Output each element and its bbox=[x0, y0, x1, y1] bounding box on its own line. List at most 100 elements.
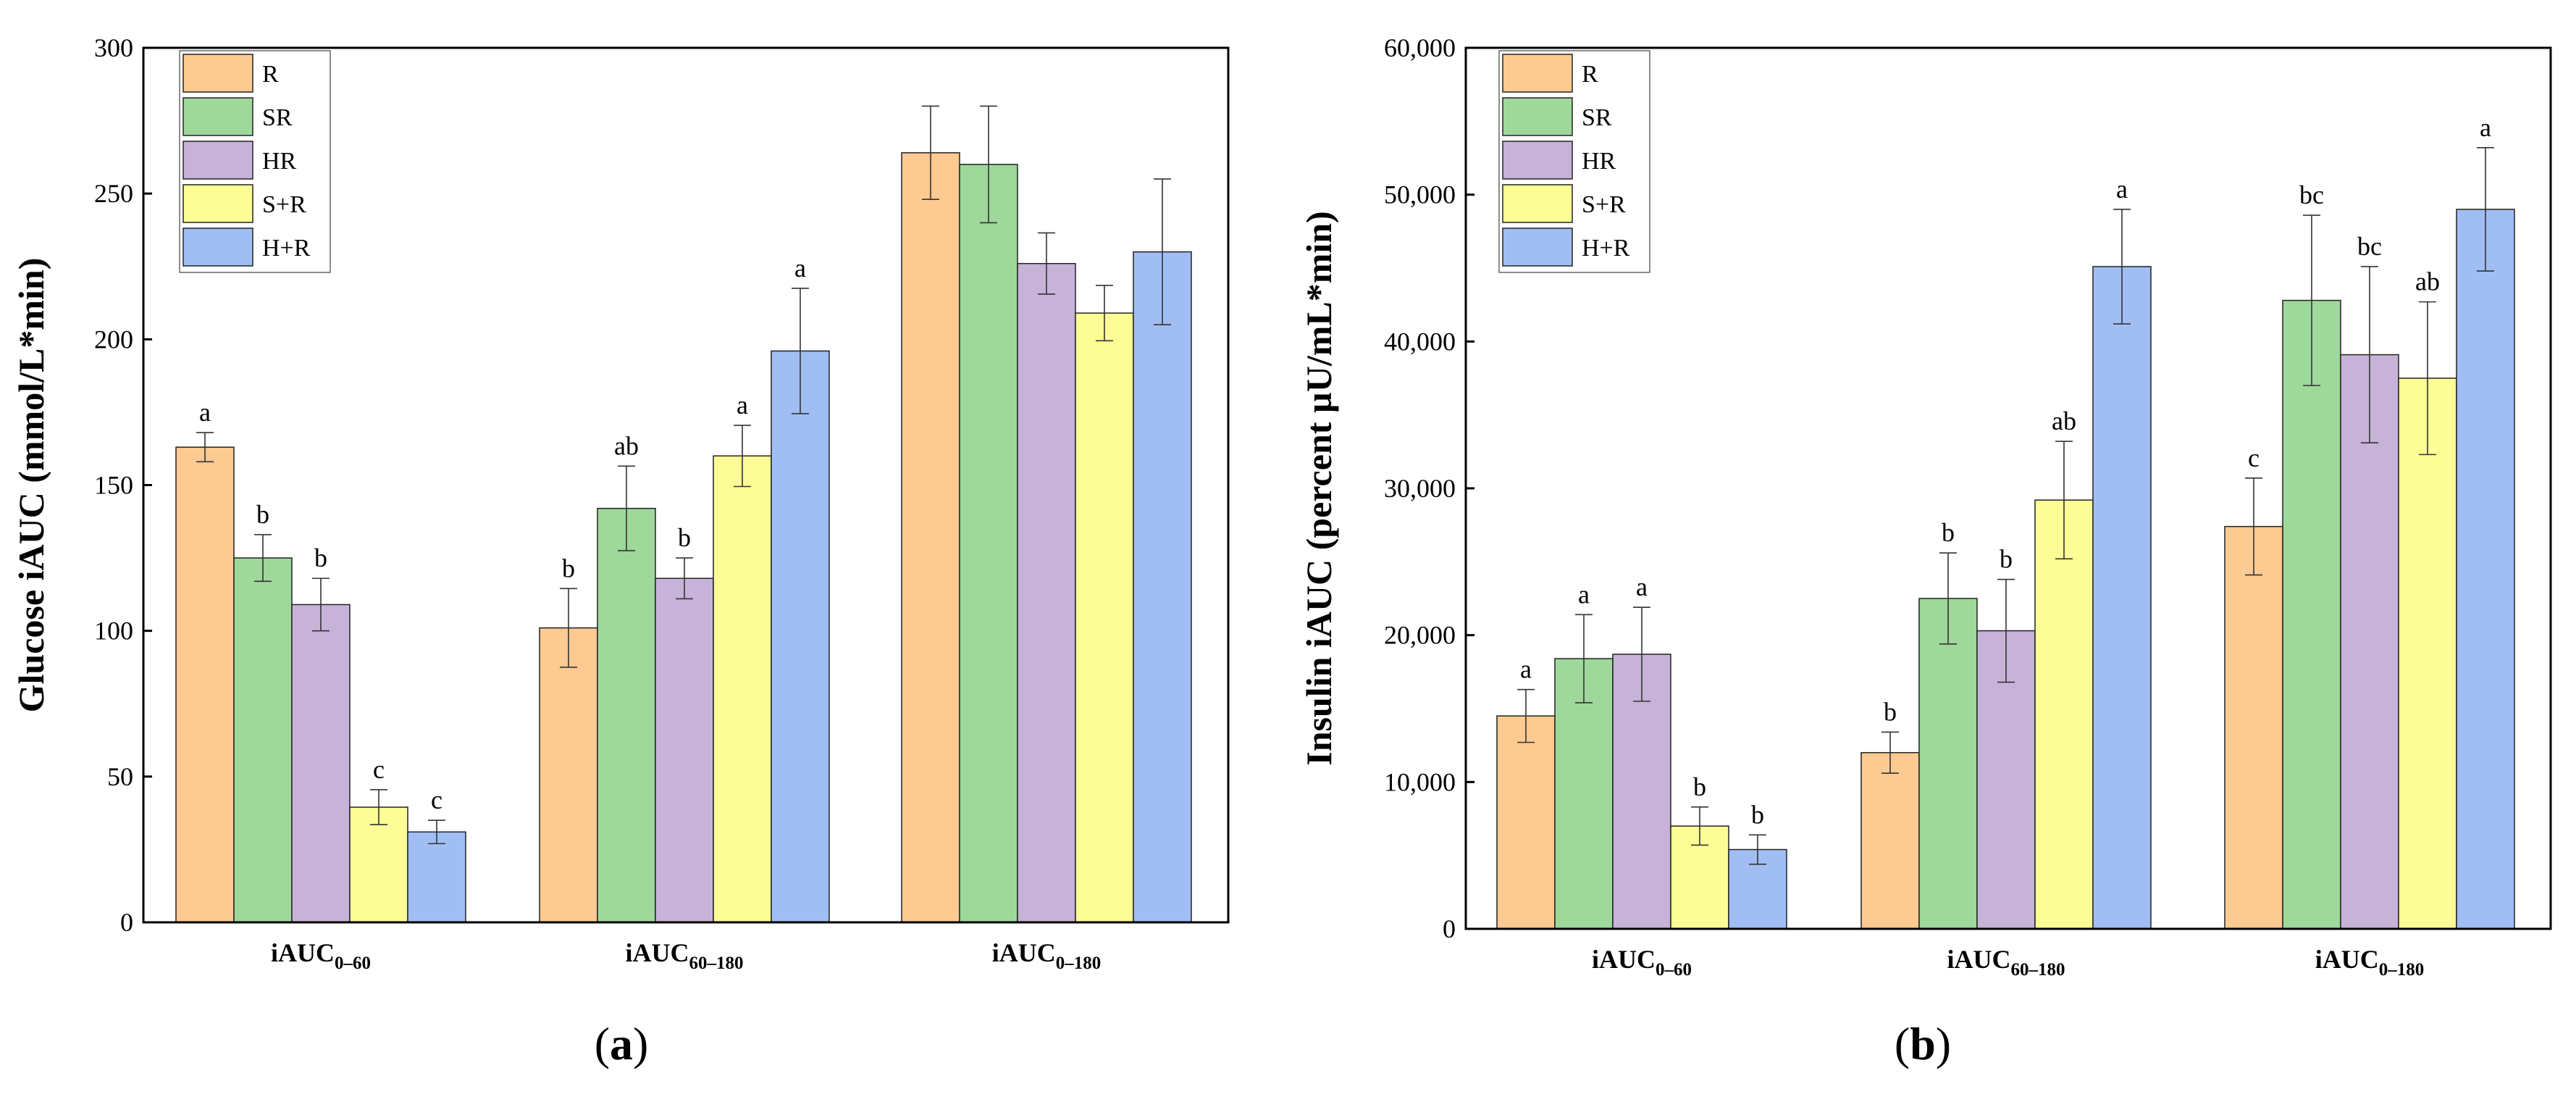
insulin-y-tick-label: 30,000 bbox=[1384, 474, 1456, 503]
glucose-error-bar bbox=[196, 432, 214, 463]
glucose-error-bar bbox=[1154, 178, 1171, 326]
insulin-y-tick-label: 40,000 bbox=[1384, 327, 1456, 356]
glucose-legend-swatch bbox=[182, 184, 253, 223]
insulin-significance-label: bc bbox=[2357, 232, 2382, 261]
insulin-y-tick-label: 50,000 bbox=[1384, 180, 1456, 209]
insulin-significance-label: ab bbox=[2415, 267, 2440, 296]
category-subscript: 0–60 bbox=[335, 953, 371, 973]
glucose-error-bar bbox=[734, 425, 751, 488]
glucose-significance-label: a bbox=[794, 254, 806, 283]
glucose-bar-hr-0 bbox=[291, 604, 351, 923]
insulin-legend-label: H+R bbox=[1582, 235, 1630, 262]
glucose-significance-label: c bbox=[431, 785, 442, 814]
glucose-significance-label: b bbox=[678, 523, 691, 552]
insulin-legend-label: R bbox=[1582, 61, 1598, 88]
category-main: iAUC bbox=[271, 938, 335, 967]
insulin-bar-r-1 bbox=[1860, 752, 1920, 930]
glucose-error-bar bbox=[676, 557, 693, 600]
glucose-legend-label: SR bbox=[262, 104, 293, 131]
insulin-error-bar bbox=[2361, 266, 2378, 443]
category-main: iAUC bbox=[2315, 945, 2379, 974]
glucose-legend-swatch bbox=[182, 141, 253, 180]
glucose-error-bar bbox=[254, 534, 272, 583]
insulin-significance-label: a bbox=[1636, 572, 1648, 601]
insulin-error-bar bbox=[2419, 301, 2436, 456]
category-subscript: 60–180 bbox=[689, 953, 744, 973]
insulin-bar-sr-2 bbox=[2282, 299, 2341, 930]
insulin-legend-label: SR bbox=[1582, 104, 1612, 131]
glucose-x-axis: iAUC0–60 iAUC60–180 iAUC0–180 bbox=[271, 938, 1101, 973]
category-subscript: 0–180 bbox=[1056, 953, 1102, 973]
glucose-category-label: iAUC0–60 bbox=[271, 938, 371, 973]
insulin-category-label: iAUC0–180 bbox=[2315, 945, 2425, 980]
insulin-error-bar bbox=[1633, 606, 1650, 702]
glucose-error-bar bbox=[1096, 285, 1113, 342]
insulin-y-tick-label: 10,000 bbox=[1384, 767, 1456, 796]
glucose-y-tick-label: 100 bbox=[94, 617, 133, 646]
insulin-error-bar bbox=[2245, 477, 2262, 576]
insulin-y-axis-label: Insulin iAUC (percent µU/mL*min) bbox=[1299, 211, 1339, 765]
insulin-bar-r-0 bbox=[1496, 715, 1556, 930]
glucose-error-bars bbox=[196, 105, 1171, 845]
glucose-bar-r-0 bbox=[175, 446, 235, 923]
glucose-error-bar bbox=[618, 465, 635, 551]
panel-letter-b: b bbox=[1910, 1018, 1936, 1069]
insulin-error-bar bbox=[1575, 614, 1593, 704]
insulin-bar-splusr-1 bbox=[2034, 499, 2094, 930]
glucose-significance-label: ab bbox=[614, 431, 639, 460]
insulin-error-bar bbox=[1749, 834, 1766, 865]
glucose-bar-hr-2 bbox=[1017, 262, 1076, 923]
glucose-bar-hplusr-1 bbox=[771, 350, 830, 923]
glucose-error-bar bbox=[1038, 232, 1055, 295]
glucose-bar-splusr-2 bbox=[1075, 312, 1134, 923]
glucose-y-tick-label: 150 bbox=[94, 471, 133, 500]
insulin-significance-label: ab bbox=[2052, 406, 2076, 435]
insulin-bar-sr-1 bbox=[1918, 598, 1978, 930]
insulin-legend-label: S+R bbox=[1582, 191, 1626, 218]
glucose-y-axis: 0 50 100 150 200 250 300 bbox=[94, 33, 152, 937]
insulin-bar-hr-2 bbox=[2340, 354, 2399, 930]
category-subscript: 0–180 bbox=[2379, 960, 2425, 980]
insulin-error-bar bbox=[1997, 578, 2015, 683]
glucose-significance-label: b bbox=[314, 543, 327, 572]
insulin-significance-label: bc bbox=[2299, 180, 2324, 209]
insulin-legend-swatch bbox=[1502, 184, 1573, 223]
insulin-significance-label: b bbox=[1693, 772, 1706, 801]
insulin-bar-splusr-2 bbox=[2398, 377, 2457, 930]
panel-letter-a: a bbox=[610, 1018, 633, 1069]
glucose-error-bar bbox=[980, 105, 997, 224]
insulin-bar-r-2 bbox=[2224, 525, 2283, 930]
insulin-legend-swatch bbox=[1502, 97, 1573, 136]
glucose-bar-sr-0 bbox=[233, 557, 293, 923]
glucose-bar-r-1 bbox=[539, 627, 598, 923]
glucose-legend-swatch bbox=[182, 97, 253, 136]
insulin-error-bar bbox=[2477, 147, 2494, 272]
glucose-bar-sr-1 bbox=[597, 507, 656, 923]
insulin-significance-label: b bbox=[2000, 545, 2013, 574]
category-main: iAUC bbox=[1592, 945, 1656, 974]
glucose-bars bbox=[175, 152, 1192, 923]
insulin-significance-label: a bbox=[1520, 655, 1532, 684]
category-main: iAUC bbox=[992, 938, 1056, 967]
insulin-legend: R SR HR S+R H+R bbox=[1498, 50, 1650, 273]
glucose-legend-label: HR bbox=[262, 148, 297, 175]
glucose-bar-hplusr-2 bbox=[1133, 251, 1192, 923]
insulin-error-bar bbox=[2113, 209, 2131, 325]
insulin-legend-swatch bbox=[1502, 228, 1573, 267]
insulin-significance-label: b bbox=[1942, 518, 1955, 547]
glucose-bar-hr-1 bbox=[655, 577, 714, 923]
insulin-legend-swatch bbox=[1502, 141, 1573, 180]
insulin-error-bar bbox=[1691, 806, 1708, 846]
glucose-bar-sr-2 bbox=[959, 164, 1018, 923]
category-subscript: 0–60 bbox=[1656, 960, 1692, 980]
insulin-bar-hplusr-2 bbox=[2456, 209, 2515, 930]
insulin-y-tick-label: 0 bbox=[1443, 914, 1456, 943]
glucose-significance-label: c bbox=[373, 755, 385, 784]
glucose-legend: R SR HR S+R H+R bbox=[179, 50, 331, 273]
glucose-y-axis-label: Glucose iAUC (mmol/L*min) bbox=[11, 258, 51, 713]
insulin-y-tick-label: 20,000 bbox=[1384, 621, 1456, 650]
glucose-significance-label: b bbox=[256, 500, 269, 529]
